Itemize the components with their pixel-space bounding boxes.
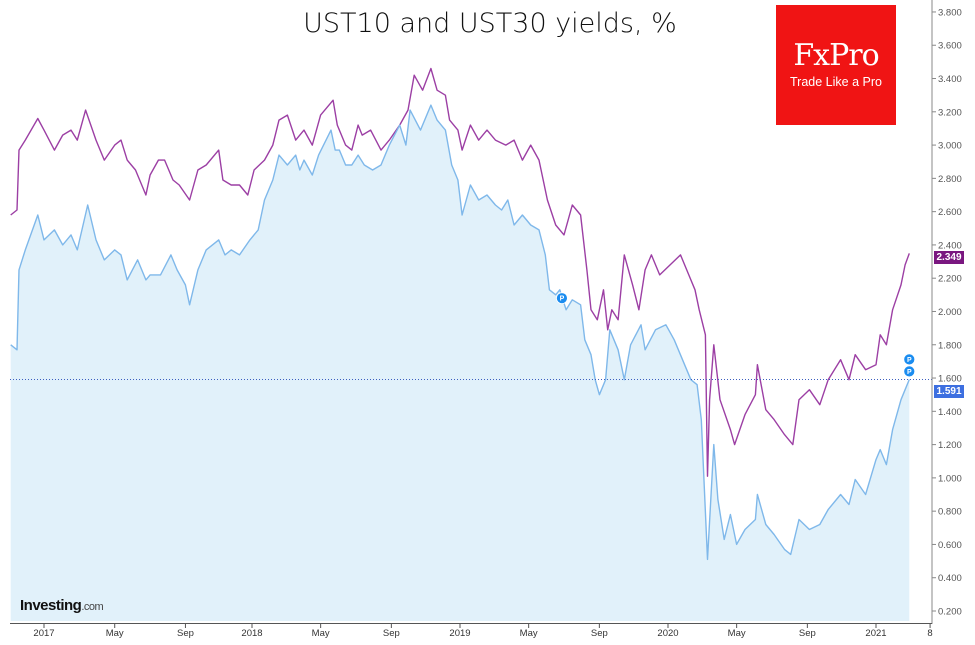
y-tick-label: 2.600 [938,207,962,218]
ust10-area-fill [10,105,910,622]
y-tick-label: 2.200 [938,274,962,285]
x-tick-label: 2018 [241,628,262,639]
event-marker-icon: P [903,365,916,378]
x-tick-label: Sep [591,628,608,639]
marker-circle [903,365,916,378]
chart-title: UST10 and UST30 yields, % [303,8,677,39]
y-tick-label: 3.200 [938,107,962,118]
x-tick-label: May [312,628,330,639]
logo-tagline: Trade Like a Pro [790,75,882,89]
x-tick-label: 2019 [449,628,470,639]
y-tick-label: 0.600 [938,540,962,551]
marker-circle [903,353,916,366]
y-tick-label: 2.000 [938,307,962,318]
marker-label: P [907,357,912,364]
y-tick-label: 1.600 [938,374,962,385]
watermark-suffix: .com [81,601,104,613]
x-tick-label: 2020 [657,628,678,639]
y-tick-label: 1.400 [938,407,962,418]
x-tick-label: May [728,628,746,639]
x-tick-label: Sep [177,628,194,639]
y-tick-label: 1.200 [938,440,962,451]
x-tick-label: May [106,628,124,639]
y-tick-label: 2.400 [938,240,962,251]
event-marker-icon: P [903,353,916,366]
x-tick-label: 2017 [33,628,54,639]
ust30-line [10,67,910,477]
marker-label: P [560,296,565,303]
investing-watermark: Investing.com [20,597,104,614]
x-tick-label: Sep [383,628,400,639]
y-tick-label: 3.000 [938,141,962,152]
y-tick-label: 0.400 [938,573,962,584]
x-tick-label: 8 [927,628,932,639]
y-tick-label: 0.800 [938,507,962,518]
y-tick-label: 1.800 [938,340,962,351]
y-tick-label: 2.800 [938,174,962,185]
logo-brand: FxPro [793,38,879,73]
x-tick-label: May [520,628,538,639]
x-tick-label: Sep [799,628,816,639]
y-tick-label: 0.200 [938,607,962,618]
y-tick-label: 1.000 [938,473,962,484]
fxpro-logo: FxPro Trade Like a Pro [776,5,896,125]
ust30-last-value-badge: 2.349 [934,251,964,265]
watermark-name: Investing [20,597,82,614]
ust10-line [10,104,910,561]
y-tick-label: 3.600 [938,41,962,52]
y-tick-label: 3.400 [938,74,962,85]
event-marker-icon: P [556,292,568,305]
marker-circle [556,292,568,305]
marker-label: P [907,369,912,376]
y-tick-label: 3.800 [938,7,962,18]
x-tick-label: 2021 [865,628,886,639]
ust10-last-value-badge: 1.591 [934,384,964,398]
